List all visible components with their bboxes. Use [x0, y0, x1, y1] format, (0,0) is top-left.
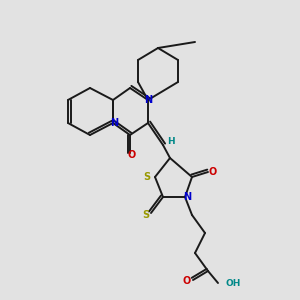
Text: N: N — [144, 95, 152, 105]
Text: H: H — [167, 136, 175, 146]
Text: S: S — [142, 210, 150, 220]
Text: O: O — [183, 276, 191, 286]
Text: O: O — [128, 150, 136, 160]
Text: S: S — [143, 172, 151, 182]
Text: N: N — [110, 118, 118, 128]
Text: O: O — [209, 167, 217, 177]
Text: N: N — [183, 192, 191, 202]
Text: OH: OH — [226, 280, 242, 289]
